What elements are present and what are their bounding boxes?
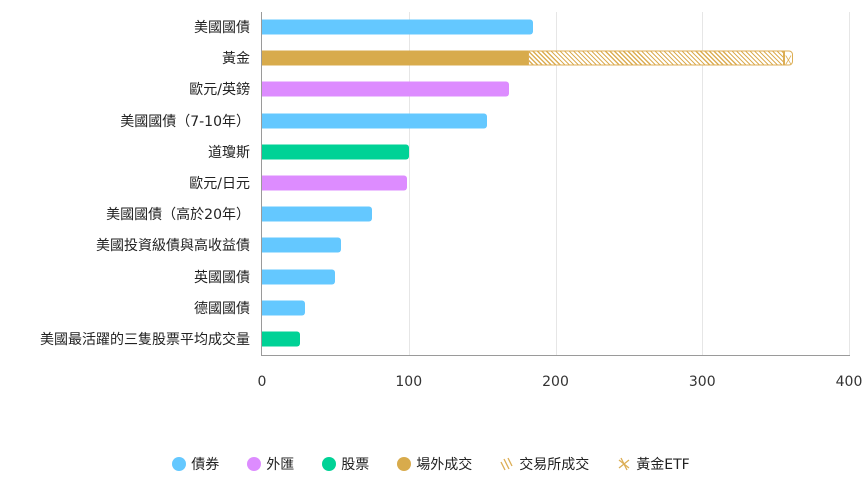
legend-item-fx[interactable]: 外匯	[247, 454, 294, 474]
category-label: 歐元/日元	[189, 176, 250, 192]
bar[interactable]	[262, 144, 409, 160]
bar[interactable]	[262, 19, 534, 35]
circle-icon	[172, 457, 187, 471]
circle-icon	[247, 457, 262, 471]
bar[interactable]	[262, 175, 408, 191]
legend-label: 債券	[191, 457, 220, 473]
category-label: 英國國債	[194, 269, 250, 286]
circle-icon	[397, 457, 412, 471]
hatch-pattern-icon	[500, 457, 513, 471]
bar[interactable]	[262, 331, 301, 347]
bar[interactable]	[262, 81, 509, 97]
bar-segment-exchange[interactable]	[527, 50, 785, 66]
legend-label: 黃金ETF	[636, 457, 690, 473]
x-tick-label: 400	[835, 374, 862, 390]
legend-label: 交易所成交	[519, 457, 590, 473]
legend-item-gold-etf[interactable]: 黃金ETF	[617, 454, 690, 474]
legend-item-stocks[interactable]: 股票	[322, 454, 369, 474]
x-tick-label: 0	[257, 374, 267, 390]
x-tick-label: 200	[542, 374, 569, 390]
category-label: 歐元/英鎊	[189, 82, 250, 99]
category-label: 美國國債	[194, 20, 250, 36]
legend-label: 外匯	[266, 457, 295, 473]
bar[interactable]	[262, 300, 305, 316]
bar-segment-otc[interactable]	[262, 50, 528, 66]
bar[interactable]	[262, 269, 336, 285]
legend-item-bonds[interactable]: 債券	[172, 454, 219, 474]
bar[interactable]	[262, 206, 373, 222]
category-label: 道瓊斯	[208, 144, 250, 161]
x-tick-label: 300	[688, 374, 716, 390]
x-tick-label: 100	[395, 374, 423, 390]
gridline	[408, 12, 410, 355]
y-axis-line	[261, 12, 262, 356]
legend-label: 股票	[341, 457, 370, 473]
category-label: 黃金	[222, 51, 250, 68]
category-label: 美國國債（高於20年）	[106, 207, 250, 224]
gridline	[555, 12, 557, 355]
bar[interactable]	[262, 50, 794, 66]
bar[interactable]	[262, 113, 487, 129]
category-label: 德國國債	[194, 300, 250, 317]
legend-item-otc[interactable]: 場外成交	[397, 454, 472, 474]
legend: 債券 外匯 股票 場外成交 交易所成交	[0, 454, 862, 474]
gridline	[702, 12, 704, 355]
bar-segment-gold-etf[interactable]	[784, 50, 794, 66]
category-label: 美國最活躍的三隻股票平均成交量	[40, 332, 250, 348]
category-label: 美國投資級債與高收益債	[96, 238, 250, 255]
bar[interactable]	[262, 237, 342, 253]
category-label: 美國國債（7-10年）	[120, 113, 250, 130]
gridline	[849, 12, 850, 355]
cross-hatch-icon	[618, 457, 630, 471]
legend-item-exchange[interactable]: 交易所成交	[500, 454, 589, 474]
x-axis-line	[261, 355, 850, 356]
legend-label: 場外成交	[416, 457, 473, 473]
circle-icon	[322, 457, 337, 471]
